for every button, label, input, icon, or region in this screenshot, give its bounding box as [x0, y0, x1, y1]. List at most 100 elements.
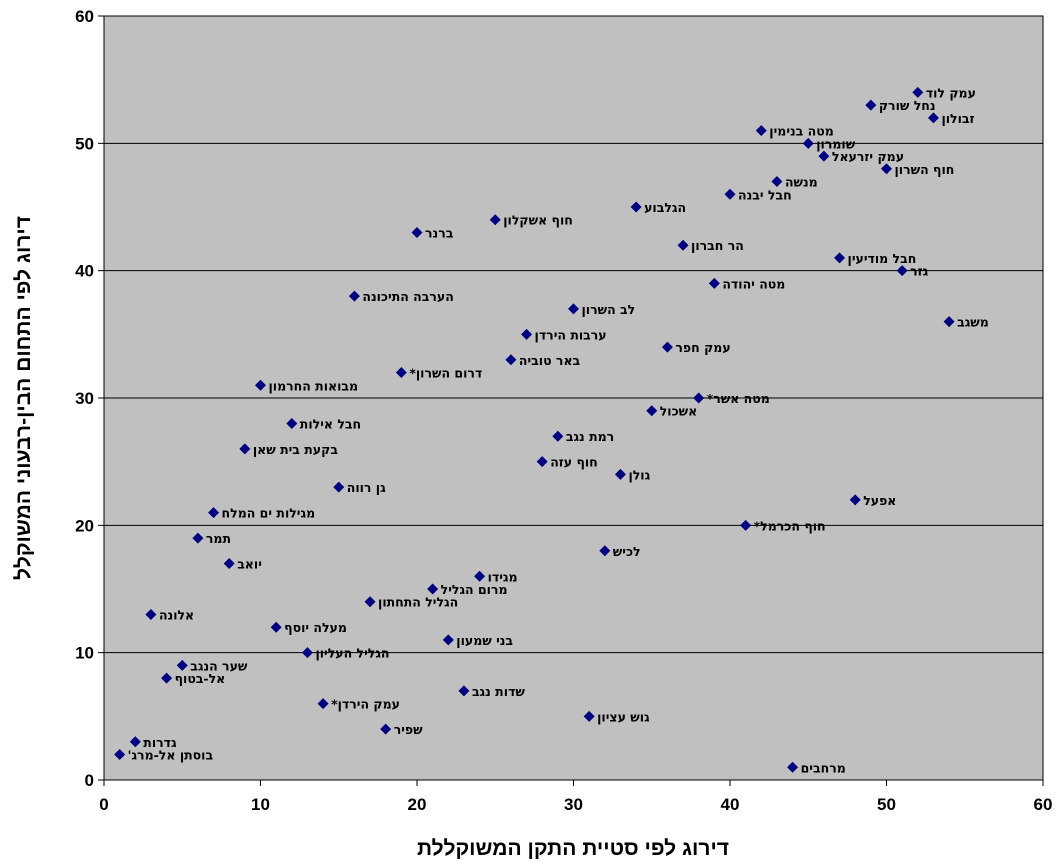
data-point-label: גזר	[910, 264, 929, 279]
data-point-marker	[239, 443, 251, 455]
data-point-label: מנשה	[785, 175, 818, 190]
y-tick-label: 50	[75, 134, 94, 153]
data-point-label: מעלה יוסף	[284, 620, 347, 635]
x-tick-label: 10	[251, 795, 270, 814]
data-point-label: באר טוביה	[519, 353, 581, 368]
data-point-label: אל-בטוף	[175, 671, 226, 686]
data-point-marker	[301, 647, 313, 659]
data-point-marker	[255, 379, 266, 391]
data-point-label: חוף אשקלון	[503, 213, 573, 228]
data-point-marker	[161, 672, 173, 684]
data-point-label: שפיר	[394, 722, 423, 737]
data-point-label: מגידו	[488, 569, 518, 584]
data-point-label: גוש עציון	[597, 709, 650, 724]
data-point-label: עמק יזרעאל	[832, 149, 904, 164]
y-tick-label: 30	[75, 389, 94, 408]
data-point-marker	[724, 188, 736, 200]
data-point-label: בני שמעון	[456, 633, 513, 648]
data-point-marker	[317, 698, 329, 710]
data-point-marker	[223, 558, 235, 570]
data-point-label: ברנר	[425, 225, 454, 240]
data-point-marker	[536, 456, 548, 468]
data-point-marker	[614, 468, 626, 480]
data-point-marker	[114, 749, 126, 761]
data-point-marker	[661, 341, 673, 353]
data-point-marker	[927, 112, 939, 124]
data-point-marker	[865, 99, 877, 111]
data-point-marker	[740, 519, 752, 531]
plot-border	[103, 15, 1044, 781]
data-point-marker	[708, 277, 720, 289]
data-point-label: אלונה	[159, 607, 194, 622]
data-point-label: יואב	[237, 557, 262, 572]
data-point-label: לכיש	[613, 544, 641, 559]
data-point-label: מרחבים	[801, 760, 846, 775]
y-tick-label: 20	[75, 516, 94, 535]
data-points	[114, 86, 955, 773]
data-point-label: בקעת בית שאן	[253, 442, 338, 457]
data-point-marker	[129, 736, 141, 748]
data-point-label: הגליל העליון	[315, 646, 389, 661]
data-point-label: משגב	[957, 315, 989, 330]
data-point-label: עמק הירדן*	[331, 697, 400, 712]
y-tick-label: 10	[75, 644, 94, 663]
data-point-label: תמר	[206, 531, 231, 546]
data-point-marker	[630, 201, 642, 213]
data-point-marker	[192, 532, 204, 544]
data-point-marker	[787, 761, 799, 773]
axes	[98, 15, 1044, 786]
data-point-marker	[552, 430, 564, 442]
data-point-marker	[333, 481, 345, 493]
data-point-marker	[208, 507, 220, 519]
data-point-marker	[380, 723, 392, 735]
y-tick-label: 0	[85, 771, 94, 790]
data-point-marker	[849, 494, 861, 506]
data-point-label: מטה אשר*	[707, 391, 770, 406]
data-point-label: שער הנגב	[190, 658, 248, 673]
data-point-label: חבל אילות	[300, 416, 361, 431]
data-point-marker	[881, 163, 892, 175]
data-point-marker	[583, 710, 595, 722]
data-point-marker	[896, 265, 908, 277]
x-tick-label: 30	[564, 795, 583, 814]
data-point-label: חוף הכרמל*	[754, 518, 826, 533]
x-tick-label: 0	[99, 795, 108, 814]
data-point-label: שומרון	[816, 136, 855, 151]
data-point-label: חוף השרון	[895, 162, 955, 177]
data-point-marker	[755, 125, 767, 137]
data-point-label: מגילות ים המלח	[222, 506, 316, 521]
data-point-marker	[912, 86, 924, 98]
data-point-label: אפעל	[863, 493, 896, 508]
data-point-marker	[176, 659, 188, 671]
data-point-marker	[646, 405, 658, 417]
data-point-label: דרום השרון*	[409, 366, 482, 381]
data-point-label: שדות נגב	[472, 684, 525, 699]
data-point-label: נחל שורק	[879, 98, 936, 113]
data-point-label: עמק חפר	[675, 340, 730, 355]
data-point-label: גן רווה	[347, 480, 386, 495]
y-tick-label: 40	[75, 262, 94, 281]
data-point-label: ערבות הירדן	[535, 327, 607, 342]
data-point-label: חבל מודיעין	[848, 251, 917, 266]
data-point-marker	[364, 596, 376, 608]
data-point-marker	[677, 239, 689, 251]
data-point-label: חוף עזה	[550, 455, 598, 470]
x-tick-label: 20	[408, 795, 427, 814]
data-point-marker	[395, 367, 407, 379]
y-tick-labels: 0 10 20 30 40 50 60	[75, 7, 94, 790]
data-point-label: הערבה התיכונה	[362, 289, 453, 304]
x-tick-label: 50	[877, 795, 896, 814]
data-point-label: מטה בנימין	[769, 124, 833, 139]
data-point-label: רמת נגב	[566, 429, 614, 444]
data-point-marker	[505, 354, 517, 366]
data-point-marker	[427, 583, 439, 595]
data-point-label: בוסתן אל-מרג'	[128, 748, 214, 763]
x-tick-label: 60	[1034, 795, 1053, 814]
data-point-marker	[145, 608, 157, 620]
data-point-label: הר חברון	[691, 238, 744, 253]
data-point-label: גולן	[628, 467, 650, 482]
data-point-marker	[474, 570, 486, 582]
data-point-label: הגליל התחתון	[378, 595, 458, 610]
